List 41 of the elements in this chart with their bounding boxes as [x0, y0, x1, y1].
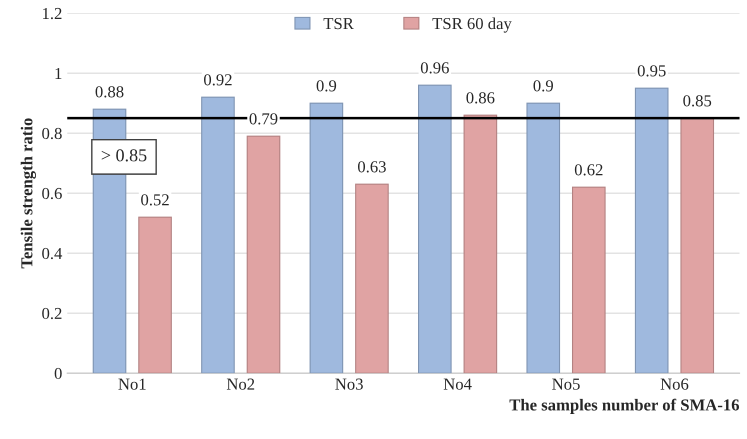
data-label: 0.79	[250, 113, 278, 125]
data-label: 0.52	[141, 194, 169, 206]
x-axis-title: The samples number of SMA-16	[510, 398, 740, 414]
x-tick-label: No4	[444, 378, 472, 390]
bar	[246, 136, 280, 374]
bar	[464, 114, 498, 374]
bar	[572, 186, 606, 374]
x-tick-label: No1	[118, 378, 146, 390]
legend-label: TSR 60 day	[432, 17, 512, 33]
data-label: 0.92	[204, 74, 232, 86]
legend-label: TSR	[324, 18, 354, 30]
data-label: 0.85	[683, 95, 712, 107]
data-label: 0.86	[466, 92, 494, 104]
bar	[634, 88, 669, 374]
ref-line-label: > 0.85	[102, 149, 146, 162]
data-label: 0.95	[638, 65, 666, 77]
data-label: 0.62	[574, 164, 602, 176]
x-tick-label: No6	[660, 378, 688, 390]
y-tick-label: 1.2	[43, 8, 62, 20]
data-label: 0.96	[420, 62, 449, 74]
x-tick-label: No5	[552, 378, 580, 390]
bar	[418, 84, 452, 374]
bar	[355, 184, 389, 374]
y-tick-label: 0.2	[42, 308, 62, 320]
y-tick-label: 0.8	[42, 128, 62, 140]
y-tick-label: 0	[54, 368, 62, 380]
bar	[680, 118, 714, 374]
data-label: 0.88	[96, 86, 124, 98]
data-label: 0.9	[316, 80, 336, 92]
y-axis-title: Tensile strength ratio	[20, 118, 36, 268]
bar	[138, 216, 172, 374]
y-tick-label: 1	[56, 68, 62, 79]
bar	[310, 102, 344, 374]
y-tick-label: 0.4	[42, 248, 62, 260]
data-label: 0.63	[358, 161, 386, 173]
bar	[526, 102, 560, 374]
x-tick-label: No2	[226, 378, 254, 390]
y-tick-label: 0.6	[42, 188, 62, 200]
data-label: 0.9	[533, 80, 553, 92]
bar	[201, 96, 235, 374]
x-tick-label: No3	[335, 378, 363, 390]
